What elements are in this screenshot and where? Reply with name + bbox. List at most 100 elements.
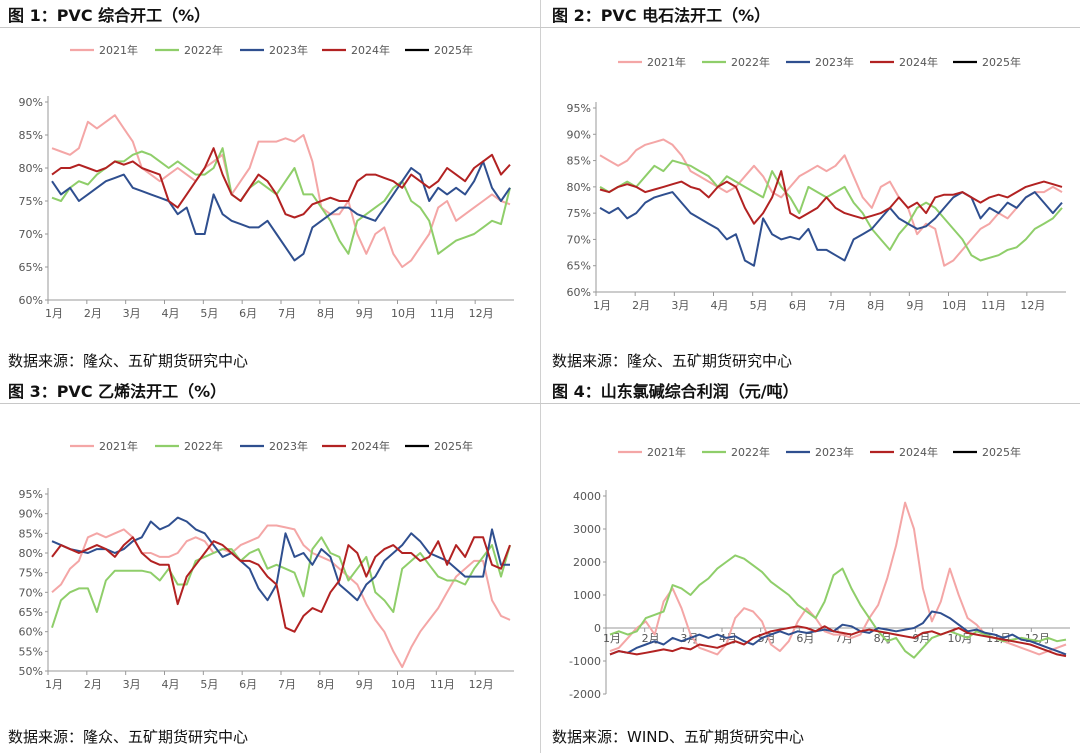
y-tick-label: 80% bbox=[567, 181, 591, 194]
y-tick-label: 60% bbox=[567, 286, 591, 299]
y-tick-label: 85% bbox=[19, 527, 43, 540]
x-tick-label: 1月 bbox=[603, 632, 621, 645]
chart-pvc-overall: 2021年 2022年 2023年 2024年 2025年 60% 65% 70% 75% 80%… bbox=[19, 43, 514, 320]
source-note: 数据来源：WIND、五矿期货研究中心 bbox=[552, 728, 805, 746]
panel-1: 图 1：PVC 综合开工（%） 2021年 2022年 2023年 2024年 2025… bbox=[0, 0, 540, 376]
series-line-2023年 bbox=[51, 516, 510, 602]
legend-label: 2022年 bbox=[731, 445, 770, 459]
vertical-divider bbox=[540, 0, 541, 753]
legend-label: 2022年 bbox=[184, 439, 223, 453]
panel-title: 图 4：山东氯碱综合利润（元/吨） bbox=[552, 382, 799, 401]
x-tick-label: 5月 bbox=[200, 678, 218, 691]
panel-2: 图 2：PVC 电石法开工（%） 2021年 2022年 2023年 2024年 202… bbox=[540, 0, 1080, 376]
series-line-2024年 bbox=[609, 625, 1067, 658]
title-underline bbox=[540, 403, 1080, 404]
y-tick-label: 65% bbox=[19, 261, 43, 274]
y-tick-label: 95% bbox=[19, 488, 43, 501]
legend-label: 2025年 bbox=[982, 55, 1021, 69]
y-tick-label: 75% bbox=[19, 195, 43, 208]
y-tick-label: 85% bbox=[567, 155, 591, 168]
y-tick-label: 80% bbox=[19, 162, 43, 175]
title-underline bbox=[0, 27, 540, 28]
y-tick-label: 75% bbox=[19, 567, 43, 580]
y-tick-label: 50% bbox=[19, 665, 43, 678]
y-tick-label: 70% bbox=[19, 228, 43, 241]
series-line-2024年 bbox=[51, 147, 511, 219]
source-note: 数据来源：隆众、五矿期货研究中心 bbox=[8, 352, 249, 370]
x-tick-label: 6月 bbox=[239, 307, 257, 320]
series-line-2021年 bbox=[51, 524, 511, 669]
source-note: 数据来源：隆众、五矿期货研究中心 bbox=[8, 728, 249, 746]
x-tick-label: 4月 bbox=[711, 299, 729, 312]
legend-label: 2021年 bbox=[647, 55, 686, 69]
legend-label: 2025年 bbox=[982, 445, 1021, 459]
y-tick-label: 70% bbox=[19, 586, 43, 599]
x-tick-label: 2月 bbox=[84, 678, 102, 691]
x-tick-label: 9月 bbox=[356, 307, 374, 320]
panel-4: 图 4：山东氯碱综合利润（元/吨） 2021年 2022年 2023年 2024年 20… bbox=[540, 376, 1080, 752]
legend-label: 2021年 bbox=[99, 439, 138, 453]
series-line-2024年 bbox=[599, 170, 1063, 225]
x-tick-label: 8月 bbox=[317, 307, 335, 320]
series-line-2024年 bbox=[51, 536, 511, 633]
y-tick-label: 70% bbox=[567, 233, 591, 246]
series-line-2023年 bbox=[51, 160, 511, 262]
x-tick-label: 9月 bbox=[906, 299, 924, 312]
y-tick-label: 60% bbox=[19, 626, 43, 639]
x-tick-label: 6月 bbox=[789, 299, 807, 312]
y-tick-label: 55% bbox=[19, 645, 43, 658]
x-tick-label: 7月 bbox=[278, 678, 296, 691]
legend-label: 2023年 bbox=[815, 445, 854, 459]
x-tick-label: 12月 bbox=[469, 307, 494, 320]
y-tick-label: -1000 bbox=[569, 655, 601, 668]
x-tick-label: 3月 bbox=[123, 307, 141, 320]
series-line-2022年 bbox=[599, 159, 1063, 262]
y-tick-label: 75% bbox=[567, 207, 591, 220]
y-tick-label: 80% bbox=[19, 547, 43, 560]
x-tick-label: 11月 bbox=[430, 307, 455, 320]
legend-label: 2021年 bbox=[647, 445, 686, 459]
chart-pvc-carbide: 2021年 2022年 2023年 2024年 2025年 60% 65% 70% 75% 80%… bbox=[567, 55, 1066, 312]
x-tick-label: 5月 bbox=[200, 307, 218, 320]
legend-label: 2021年 bbox=[99, 43, 138, 57]
legend-label: 2025年 bbox=[434, 439, 473, 453]
legend-label: 2024年 bbox=[899, 55, 938, 69]
y-tick-label: 85% bbox=[19, 129, 43, 142]
chart-pvc-ethylene: 2021年 2022年 2023年 2024年 2025年 50% 55% 60% 65% 70%… bbox=[19, 439, 514, 691]
y-tick-label: 90% bbox=[19, 96, 43, 109]
source-note: 数据来源：隆众、五矿期货研究中心 bbox=[552, 352, 793, 370]
y-tick-label: 90% bbox=[19, 508, 43, 521]
x-tick-label: 6月 bbox=[796, 632, 814, 645]
series-line-2021年 bbox=[599, 138, 1063, 267]
legend-label: 2024年 bbox=[351, 43, 390, 57]
x-tick-label: 10月 bbox=[948, 632, 973, 645]
x-tick-label: 2月 bbox=[84, 307, 102, 320]
x-tick-label: 3月 bbox=[671, 299, 689, 312]
x-tick-label: 12月 bbox=[1020, 299, 1045, 312]
y-tick-label: 60% bbox=[19, 294, 43, 307]
series-line-2023年 bbox=[609, 610, 1067, 656]
legend-label: 2024年 bbox=[351, 439, 390, 453]
legend-label: 2023年 bbox=[269, 43, 308, 57]
x-tick-label: 4月 bbox=[162, 307, 180, 320]
legend-label: 2022年 bbox=[184, 43, 223, 57]
panel-title: 图 2：PVC 电石法开工（%） bbox=[552, 6, 771, 25]
title-underline bbox=[0, 403, 540, 404]
panel-3: 图 3：PVC 乙烯法开工（%） 2021年 2022年 2023年 2024年 202… bbox=[0, 376, 540, 752]
y-tick-label: 65% bbox=[19, 606, 43, 619]
y-tick-label: 95% bbox=[567, 102, 591, 115]
series-line-2023年 bbox=[599, 191, 1063, 267]
panel-title: 图 1：PVC 综合开工（%） bbox=[8, 6, 211, 25]
legend-label: 2023年 bbox=[269, 439, 308, 453]
x-tick-label: 7月 bbox=[828, 299, 846, 312]
y-tick-label: 65% bbox=[567, 260, 591, 273]
y-tick-label: 2000 bbox=[573, 556, 601, 569]
series-line-2022年 bbox=[51, 147, 511, 255]
y-tick-label: 1000 bbox=[573, 589, 601, 602]
x-tick-label: 10月 bbox=[942, 299, 967, 312]
x-tick-label: 12月 bbox=[469, 678, 494, 691]
legend-label: 2025年 bbox=[434, 43, 473, 57]
x-tick-label: 10月 bbox=[391, 678, 416, 691]
y-tick-label: 0 bbox=[594, 622, 601, 635]
x-tick-label: 10月 bbox=[391, 307, 416, 320]
